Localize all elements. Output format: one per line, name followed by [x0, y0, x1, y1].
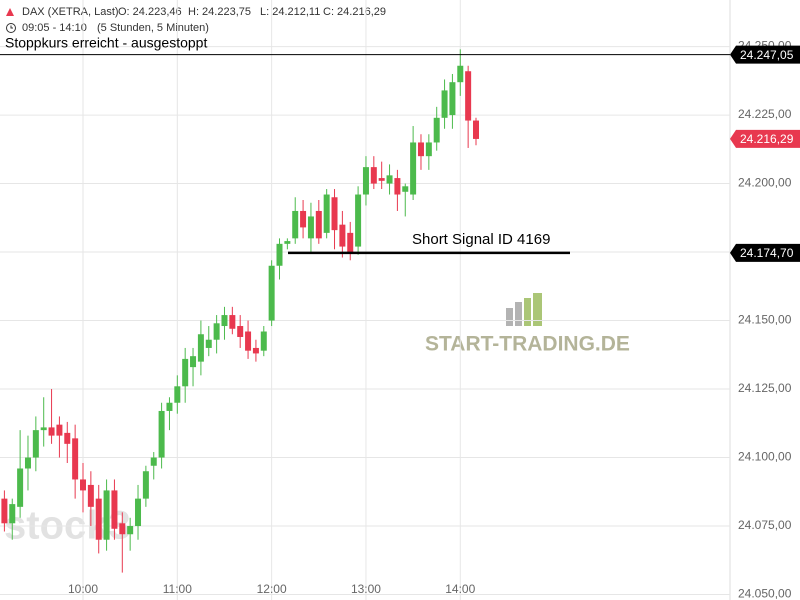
- candle-body: [229, 315, 236, 329]
- candle-body: [9, 504, 16, 524]
- logo-bar: [524, 298, 531, 326]
- candle-body: [197, 334, 204, 362]
- candle-body: [237, 326, 244, 337]
- watermark-logo: START-TRADING.DE: [425, 333, 630, 356]
- candle-body: [378, 178, 385, 181]
- candle-body: [111, 490, 118, 529]
- candle-body: [362, 167, 369, 195]
- candle-body: [48, 427, 55, 436]
- candle-body: [433, 117, 440, 143]
- x-tick-label: 11:00: [163, 582, 192, 596]
- candle-body: [103, 490, 110, 540]
- y-tick-label: 24.125,00: [738, 381, 792, 395]
- candle-body: [205, 339, 212, 348]
- candle-body: [315, 210, 322, 239]
- duration: (5 Stunden, 5 Minuten): [97, 22, 209, 34]
- candle-body: [425, 142, 432, 157]
- candle-body: [441, 90, 448, 118]
- candle-body: [473, 120, 479, 139]
- candle-body: [449, 82, 456, 116]
- candle-body: [190, 356, 197, 368]
- close-value: C: 24.216,29: [323, 6, 386, 18]
- candle-body: [80, 479, 86, 491]
- candle-body: [386, 175, 393, 184]
- x-tick-label: 12:00: [257, 582, 287, 596]
- candle-body: [72, 438, 79, 480]
- x-tick-label: 14:00: [445, 582, 475, 596]
- open-value: O: 24.223,46: [118, 6, 182, 18]
- candle-body: [276, 243, 283, 266]
- signal-annotation: Short Signal ID 4169: [412, 231, 550, 248]
- candle-body: [158, 410, 165, 458]
- x-tick-label: 10:00: [68, 582, 98, 596]
- grid: [0, 0, 730, 600]
- candle-body: [221, 315, 228, 327]
- candle-body: [87, 484, 94, 507]
- candle-body: [213, 323, 220, 340]
- candle-body: [135, 498, 142, 527]
- candle-body: [245, 331, 252, 351]
- time-range: 09:05 - 14:10: [22, 22, 87, 34]
- signal-level-box: [730, 243, 800, 262]
- clock-hands: [10, 25, 13, 29]
- candle-body: [24, 457, 31, 469]
- candle-body: [252, 347, 259, 354]
- candle-body: [150, 457, 157, 466]
- candle-body: [174, 386, 181, 403]
- candle-body: [323, 194, 330, 233]
- candle-body: [17, 468, 24, 507]
- candle-body: [347, 232, 354, 253]
- candle-body: [166, 402, 173, 411]
- high-value: H: 24.223,75: [188, 6, 251, 18]
- candle-body: [64, 432, 71, 444]
- candle-body: [465, 71, 472, 121]
- candle-body: [127, 526, 134, 535]
- candle-body: [457, 65, 464, 83]
- candle-body: [339, 224, 346, 247]
- y-tick-label: 24.200,00: [738, 176, 792, 190]
- signal-level-label: 24.174,70: [740, 246, 794, 260]
- candle-body: [119, 523, 126, 535]
- y-tick-label: 24.075,00: [738, 518, 792, 532]
- logo-bar: [506, 308, 513, 326]
- last-price-label: 24.216,29: [740, 132, 794, 146]
- candle-body: [410, 142, 417, 195]
- candle-body: [260, 331, 267, 351]
- candle-body: [402, 186, 409, 192]
- candle-body: [307, 216, 314, 239]
- candle-body: [32, 430, 39, 458]
- logo-bar: [515, 302, 522, 326]
- stop-level-box: [730, 45, 800, 64]
- stop-level-label: 24.247,05: [740, 48, 794, 62]
- candle-body: [394, 178, 401, 195]
- candle-body: [292, 210, 299, 239]
- x-tick-label: 13:00: [351, 582, 381, 596]
- y-tick-label: 24.100,00: [738, 450, 792, 464]
- down-icon: [6, 8, 14, 16]
- stop-annotation: Stoppkurs erreicht - ausgestoppt: [5, 34, 207, 50]
- candle-body: [95, 498, 102, 540]
- y-tick-label: 24.225,00: [738, 107, 792, 121]
- logo: [506, 293, 542, 326]
- candle-body: [1, 498, 8, 524]
- y-tick-label: 24.150,00: [738, 313, 792, 327]
- instrument: DAX (XETRA, Last): [22, 6, 119, 18]
- low-value: L: 24.212,11: [260, 6, 320, 18]
- candle-body: [370, 167, 377, 184]
- logo-bar: [533, 293, 542, 326]
- candle-body: [331, 197, 338, 231]
- clock-icon: [6, 23, 16, 33]
- last-price-box: [730, 129, 800, 148]
- candle-body: [417, 142, 424, 157]
- candle-body: [300, 210, 307, 228]
- candle-body: [284, 241, 291, 244]
- y-tick-label: 24.050,00: [738, 587, 792, 600]
- candle-body: [355, 194, 362, 247]
- candle-body: [56, 424, 63, 436]
- candle-body: [142, 471, 149, 499]
- candle-body: [268, 265, 275, 321]
- candle-body: [182, 358, 189, 387]
- candle-body: [40, 427, 47, 431]
